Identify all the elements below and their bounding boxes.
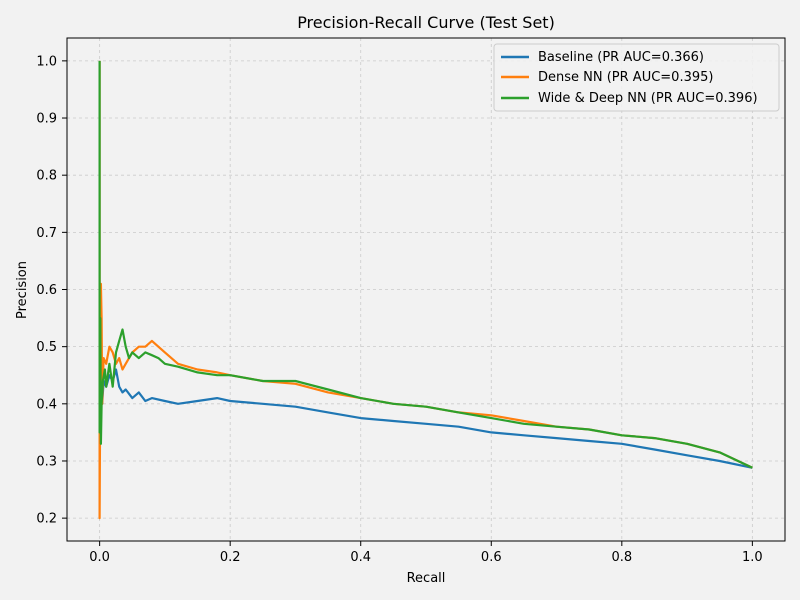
- x-tick-label: 0.0: [89, 550, 110, 565]
- y-tick-label: 1.0: [36, 54, 57, 69]
- series-line-wide-deep-nn-pr-auc-0-396: [98, 60, 753, 469]
- legend-label-dense-nn: Dense NN (PR AUC=0.395): [538, 70, 713, 85]
- y-axis: 0.2 0.3 0.4 0.5 0.6 0.7 0.8 0.9 1.0: [36, 54, 67, 527]
- y-tick-label: 0.7: [36, 226, 57, 241]
- legend-box: [493, 43, 780, 112]
- y-tick-label: 0.8: [36, 169, 57, 184]
- y-axis-label: Precision: [15, 261, 30, 319]
- series-layer: [98, 60, 753, 520]
- y-tick-label: 0.2: [36, 512, 57, 527]
- x-tick-label: 0.2: [220, 550, 241, 565]
- chart-title: Precision-Recall Curve (Test Set): [297, 13, 555, 32]
- x-tick-label: 0.8: [611, 550, 632, 565]
- x-tick-label: 0.4: [350, 550, 371, 565]
- x-tick-label: 1.0: [742, 550, 763, 565]
- x-tick-label: 0.6: [481, 550, 502, 565]
- y-tick-label: 0.5: [36, 340, 57, 355]
- series-line-dense-nn-pr-auc-0-395: [98, 60, 753, 520]
- x-axis-label: Recall: [407, 571, 446, 586]
- y-tick-label: 0.9: [36, 112, 57, 127]
- y-tick-label: 0.3: [36, 454, 57, 469]
- legend-label-baseline: Baseline (PR AUC=0.366): [538, 50, 704, 65]
- legend: Baseline (PR AUC=0.366) Dense NN (PR AUC…: [493, 43, 780, 112]
- y-tick-label: 0.6: [36, 283, 57, 298]
- series-line-baseline-pr-auc-0-366: [98, 368, 753, 469]
- y-tick-label: 0.4: [36, 397, 57, 412]
- x-axis: 0.0 0.2 0.4 0.6 0.8 1.0: [89, 541, 763, 565]
- legend-label-wide-deep-nn: Wide & Deep NN (PR AUC=0.396): [538, 91, 758, 106]
